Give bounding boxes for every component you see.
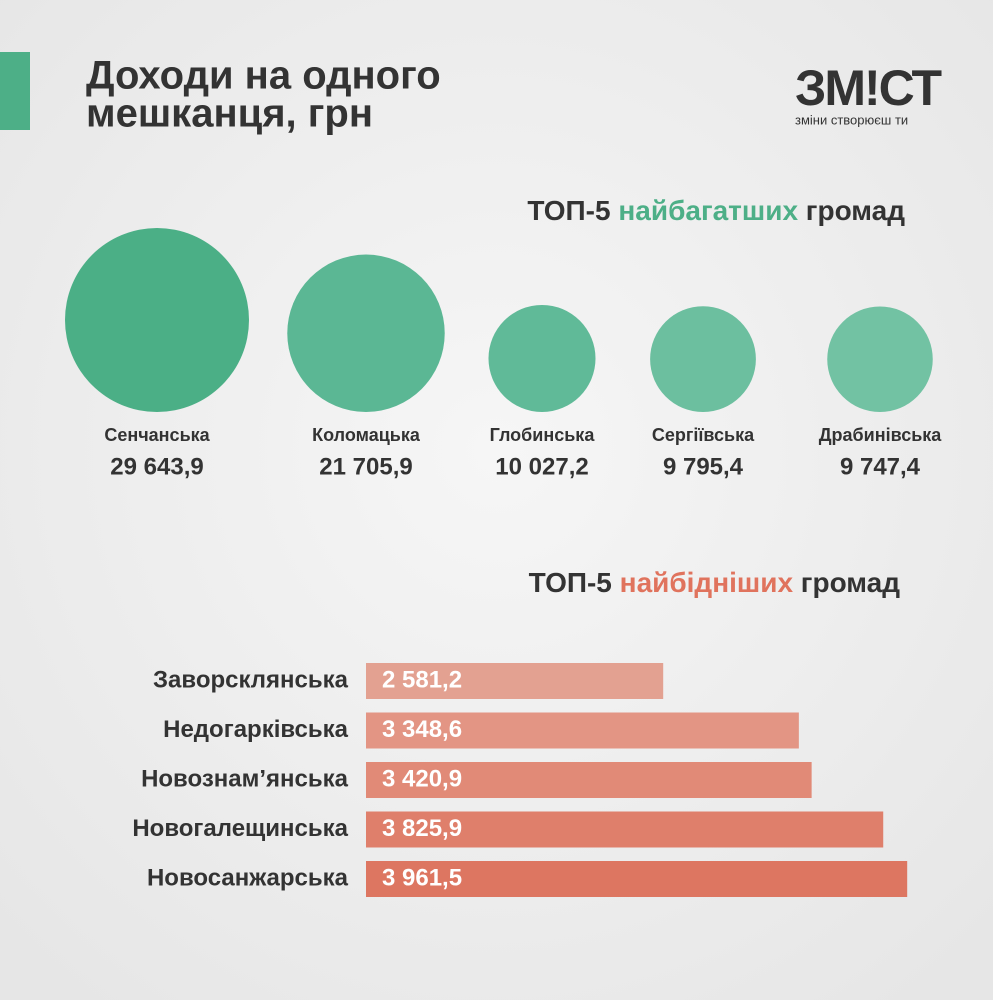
- value-label: 2 581,2: [382, 666, 462, 693]
- category-label: Драбинівська: [819, 425, 943, 445]
- category-label: Глобинська: [490, 425, 596, 445]
- title-line: Доходи на одного: [86, 54, 441, 98]
- category-label: Новосанжарська: [147, 864, 349, 891]
- bubble: [287, 254, 445, 412]
- accent-bar: [0, 52, 30, 130]
- bubble: [650, 306, 756, 412]
- value-label: 3 348,6: [382, 716, 462, 743]
- bubble: [827, 306, 933, 412]
- bar: [366, 861, 908, 897]
- category-label: Новознам’янська: [141, 765, 349, 792]
- tagline: зміни створюєш ти: [795, 112, 908, 127]
- bar: [366, 663, 664, 699]
- category-label: Новогалещинська: [132, 815, 348, 842]
- category-label: Сергіївська: [652, 425, 755, 445]
- category-label: Заворсклянська: [153, 666, 349, 693]
- value-label: 3 825,9: [382, 815, 462, 842]
- bar: [366, 762, 812, 798]
- section-title-part: громад: [801, 567, 900, 598]
- value-label: 3 961,5: [382, 864, 462, 891]
- category-label: Сенчанська: [104, 425, 210, 445]
- value-label: 9 795,4: [663, 453, 744, 480]
- value-label: 9 747,4: [840, 453, 921, 480]
- category-label: Коломацька: [312, 425, 421, 445]
- value-label: 21 705,9: [319, 453, 412, 480]
- title-line: мешканця, грн: [86, 92, 373, 136]
- value-label: 10 027,2: [495, 453, 588, 480]
- section-title-part: ТОП-5: [529, 567, 620, 598]
- bar: [366, 712, 799, 749]
- bubble: [488, 304, 596, 412]
- section-title-part: ТОП-5: [527, 195, 618, 226]
- section-title-part: найбагатших: [618, 195, 805, 226]
- section-title: ТОП-5 найбідніших громад: [529, 567, 901, 598]
- value-label: 3 420,9: [382, 765, 462, 792]
- logo: ЗМ!СТ: [795, 60, 941, 116]
- value-label: 29 643,9: [110, 453, 203, 480]
- section-title: ТОП-5 найбагатших громад: [527, 195, 905, 226]
- bar: [366, 811, 884, 848]
- section-title-part: громад: [806, 195, 905, 226]
- bubble: [65, 228, 249, 412]
- section-title-part: найбідніших: [620, 567, 801, 598]
- category-label: Недогарківська: [163, 716, 349, 743]
